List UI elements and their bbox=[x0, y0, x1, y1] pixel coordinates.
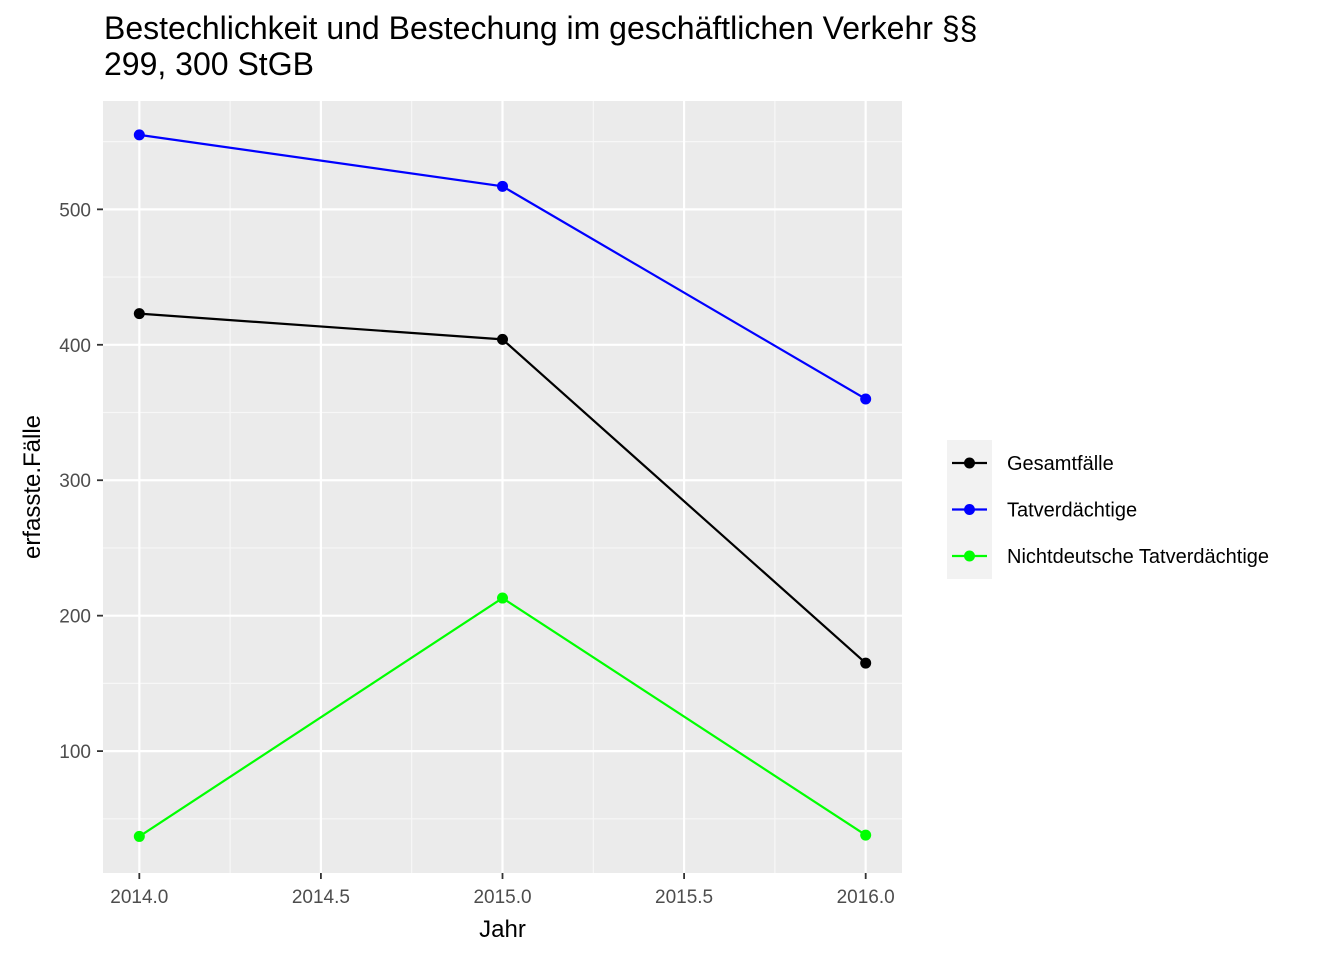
x-axis-title: Jahr bbox=[479, 916, 526, 943]
series-point-0 bbox=[860, 657, 872, 669]
series-point-2 bbox=[497, 592, 508, 604]
x-tick-label: 2014.0 bbox=[110, 887, 168, 908]
x-axis-ticks: 2014.0 2014.5 2015.0 2015.5 2016.0 bbox=[110, 873, 895, 908]
y-tick-label: 500 bbox=[59, 200, 91, 221]
legend-key-point bbox=[964, 504, 975, 515]
series-point-0 bbox=[133, 308, 145, 320]
series-point-1 bbox=[860, 393, 872, 405]
x-tick-label: 2014.5 bbox=[292, 887, 350, 908]
x-tick-label: 2016.0 bbox=[837, 887, 895, 908]
legend-key-point bbox=[964, 457, 975, 469]
chart-title-line-2: 299, 300 StGB bbox=[104, 46, 314, 82]
legend-label: Tatverdächtige bbox=[1007, 500, 1137, 522]
chart-title-line-1: Bestechlichkeit und Bestechung im geschä… bbox=[104, 10, 978, 46]
y-tick-label: 100 bbox=[59, 742, 91, 763]
y-tick-label: 400 bbox=[59, 336, 91, 357]
x-tick-label: 2015.5 bbox=[655, 887, 713, 908]
legend: Gesamtfälle Tatverdächtige Nichtdeutsche T… bbox=[947, 440, 1269, 579]
series-points bbox=[133, 129, 872, 842]
legend-label: Nichtdeutsche Tatverdächtige bbox=[1007, 546, 1269, 568]
x-tick-label: 2015.0 bbox=[473, 887, 531, 908]
legend-label: Gesamtfälle bbox=[1007, 453, 1114, 475]
y-tick-label: 200 bbox=[59, 607, 91, 628]
series-point-1 bbox=[133, 129, 145, 141]
legend-key-point bbox=[964, 550, 975, 562]
series-point-2 bbox=[860, 829, 872, 841]
grid-major bbox=[103, 101, 902, 873]
series-point-1 bbox=[497, 180, 508, 192]
y-axis-ticks: 100 200 300 400 500 bbox=[59, 200, 103, 763]
y-axis-title: erfasste.Fälle bbox=[19, 415, 46, 559]
series-point-0 bbox=[497, 333, 508, 345]
y-tick-label: 300 bbox=[59, 471, 91, 492]
chart-title: Bestechlichkeit und Bestechung im geschä… bbox=[104, 10, 977, 82]
series-point-2 bbox=[133, 830, 145, 842]
